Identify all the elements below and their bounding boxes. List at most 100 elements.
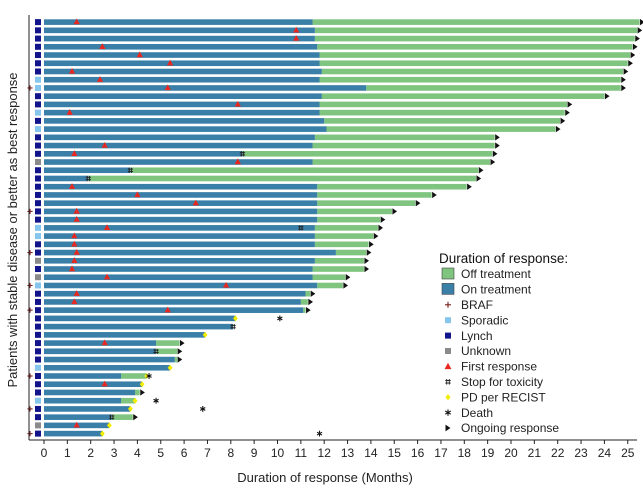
patient-group-square — [35, 224, 41, 231]
bar-on-treatment — [44, 216, 318, 223]
bar-off-treatment — [321, 68, 624, 75]
legend-label-off: Off treatment — [461, 267, 531, 281]
legend-label-ongoing: Ongoing response — [461, 421, 559, 435]
x-axis-ticks: 0 1 2 3 4 5 6 7 8 9 10 11 12 13 14 15 16 17 18 19 20 21 22 23 24… — [41, 440, 635, 460]
x-tick-label: 25 — [621, 446, 635, 460]
x-tick-label: 12 — [318, 446, 332, 460]
bar-on-treatment — [44, 85, 367, 91]
bar-on-treatment — [44, 101, 320, 108]
first-response-marker — [68, 265, 76, 272]
bar-off-treatment — [303, 307, 306, 313]
legend-label-lynch: Lynch — [461, 329, 493, 343]
bar-off-treatment — [312, 142, 495, 149]
bar-off-treatment — [319, 76, 621, 83]
death-marker — [199, 406, 206, 412]
bar-on-treatment — [44, 389, 136, 396]
legend-swatch-death — [444, 409, 452, 416]
patient-group-square — [35, 142, 41, 149]
patient-group-square — [35, 241, 41, 248]
bar-on-treatment — [44, 299, 301, 305]
x-tick-label: 14 — [364, 446, 378, 460]
bar-off-treatment — [312, 159, 490, 165]
x-tick-label: 9 — [251, 446, 258, 460]
legend-label-braf: BRAF — [461, 298, 493, 312]
first-response-marker — [68, 67, 76, 74]
bar-on-treatment — [44, 76, 320, 83]
bar-off-treatment — [156, 340, 180, 346]
patient-group-square — [35, 422, 41, 429]
bar-on-treatment — [44, 373, 122, 379]
first-response-marker — [166, 59, 174, 66]
bar-off-treatment — [135, 389, 140, 396]
ongoing-response-marker — [621, 84, 626, 92]
patient-group-square — [35, 175, 41, 182]
first-response-marker — [73, 248, 80, 255]
first-response-marker — [101, 380, 108, 387]
ongoing-response-marker — [639, 18, 643, 26]
braf-marker — [27, 373, 33, 379]
x-tick-label: 10 — [271, 446, 285, 460]
patient-group-square — [35, 414, 41, 421]
bar-off-treatment — [312, 274, 346, 281]
bar-on-treatment — [44, 348, 157, 355]
first-response-marker — [73, 216, 80, 222]
x-tick-label: 2 — [87, 446, 94, 460]
bar-on-treatment — [44, 257, 315, 264]
x-tick-label: 3 — [111, 446, 118, 460]
first-response-marker — [73, 290, 80, 296]
patient-group-markers — [27, 19, 41, 437]
stop-for-toxicity-marker — [127, 167, 133, 173]
braf-marker — [27, 431, 33, 437]
bar-off-treatment — [156, 348, 178, 355]
bar-on-treatment — [44, 167, 131, 174]
bar-on-treatment — [44, 282, 318, 289]
pd-per-recist-marker — [106, 422, 112, 429]
patient-group-square — [35, 282, 41, 289]
x-tick-label: 20 — [504, 446, 518, 460]
death-marker — [153, 397, 159, 404]
patient-group-square — [35, 200, 41, 207]
patient-group-square — [35, 373, 41, 380]
first-response-marker — [103, 224, 111, 231]
ongoing-response-marker — [306, 306, 311, 314]
bar-off-treatment — [314, 225, 378, 231]
patient-group-square — [35, 274, 41, 281]
x-tick-label: 1 — [64, 446, 71, 460]
bar-on-treatment — [44, 414, 112, 420]
bar-off-treatment — [314, 27, 638, 34]
bar-off-treatment — [314, 233, 374, 239]
first-response-marker — [234, 100, 241, 107]
first-response-marker — [164, 84, 171, 91]
bar-off-treatment — [317, 183, 467, 190]
bar-off-treatment — [242, 150, 493, 157]
bar-on-treatment — [44, 356, 175, 363]
ongoing-response-marker — [555, 125, 561, 133]
patient-group-square — [35, 150, 41, 157]
bar-on-treatment — [44, 60, 320, 67]
death-marker — [316, 430, 323, 437]
markers-layer — [66, 18, 643, 437]
patient-group-square — [35, 315, 41, 322]
stop-for-toxicity-marker — [230, 324, 236, 330]
bar-off-treatment — [130, 167, 479, 174]
bar-on-treatment — [44, 175, 89, 182]
patient-group-square — [35, 126, 41, 133]
x-tick-label: 22 — [551, 446, 565, 460]
first-response-marker — [136, 51, 143, 58]
first-response-marker — [73, 421, 80, 428]
patient-group-square — [35, 68, 41, 75]
stop-for-toxicity-marker — [85, 175, 91, 182]
ongoing-response-marker — [369, 241, 374, 248]
ongoing-response-marker — [366, 249, 372, 256]
legend-label-on: On treatment — [461, 283, 532, 297]
patient-group-square — [35, 389, 41, 396]
first-response-marker — [234, 158, 241, 165]
bar-off-treatment — [317, 192, 432, 198]
patient-group-square — [35, 348, 41, 355]
first-response-marker — [293, 34, 300, 41]
bar-on-treatment — [44, 93, 322, 99]
bar-off-treatment — [319, 60, 628, 67]
patient-group-square — [35, 340, 41, 347]
axes — [28, 15, 637, 441]
